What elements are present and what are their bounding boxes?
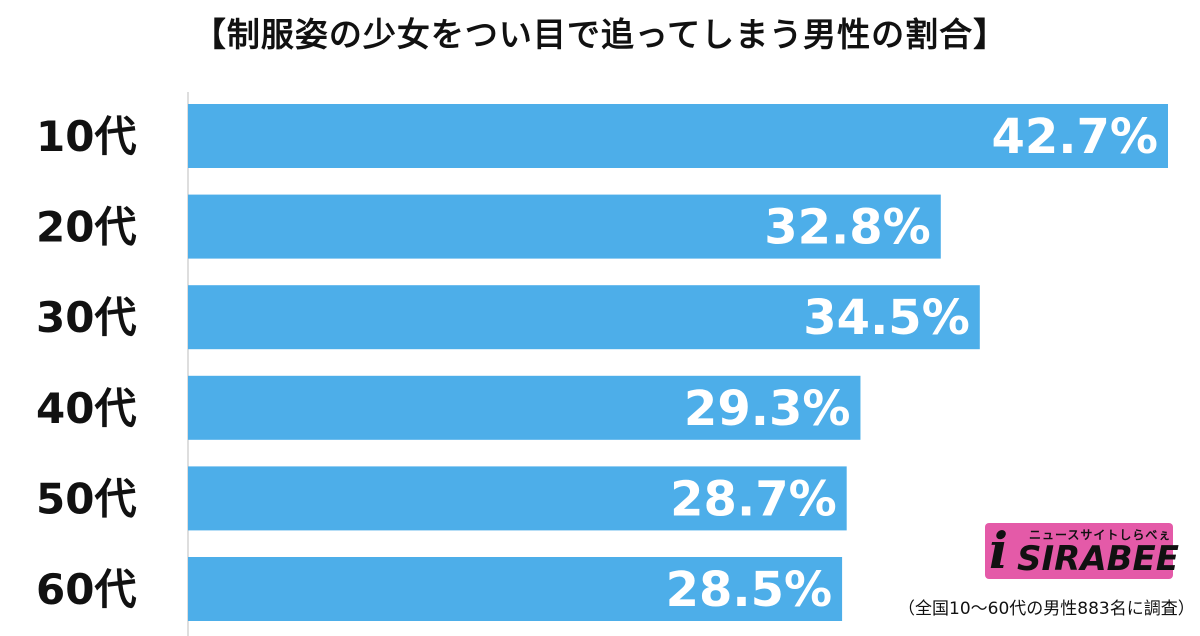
logo-background <box>985 523 1173 579</box>
category-label: 40代 <box>36 384 136 433</box>
chart-title: 【制服姿の少女をつい目で追ってしまう男性の割合】 <box>192 15 1008 54</box>
value-label: 29.3% <box>684 381 851 437</box>
value-label: 28.7% <box>670 471 837 527</box>
category-label: 50代 <box>36 474 136 523</box>
value-label: 42.7% <box>991 109 1158 165</box>
bar-20代 <box>188 194 941 259</box>
logo-i-icon: i <box>989 521 1008 580</box>
value-label: 34.5% <box>803 290 970 346</box>
category-label: 20代 <box>36 203 136 252</box>
survey-footnote: （全国10〜60代の男性883名に調査） <box>898 599 1195 619</box>
logo-name: SIRABEE <box>1017 539 1179 579</box>
bar-10代 <box>188 104 1168 168</box>
value-label: 32.8% <box>764 200 931 256</box>
sirabee-logo: i ニュースサイトしらべぇ SIRABEE <box>985 521 1179 580</box>
category-label: 30代 <box>36 293 136 342</box>
bars-group: 10代 42.7% 20代 32.8% 30代 34.5% 40代 29.3% 50代 28.7%… <box>36 104 1168 621</box>
bar-40代 <box>188 375 861 440</box>
category-label: 60代 <box>36 565 136 614</box>
bar-30代 <box>188 285 980 350</box>
category-label: 10代 <box>36 112 136 161</box>
bar-50代 <box>188 466 847 531</box>
bar-60代 <box>188 557 843 621</box>
value-label: 28.5% <box>666 562 833 618</box>
logo-tagline: ニュースサイトしらべぇ <box>1029 528 1172 542</box>
